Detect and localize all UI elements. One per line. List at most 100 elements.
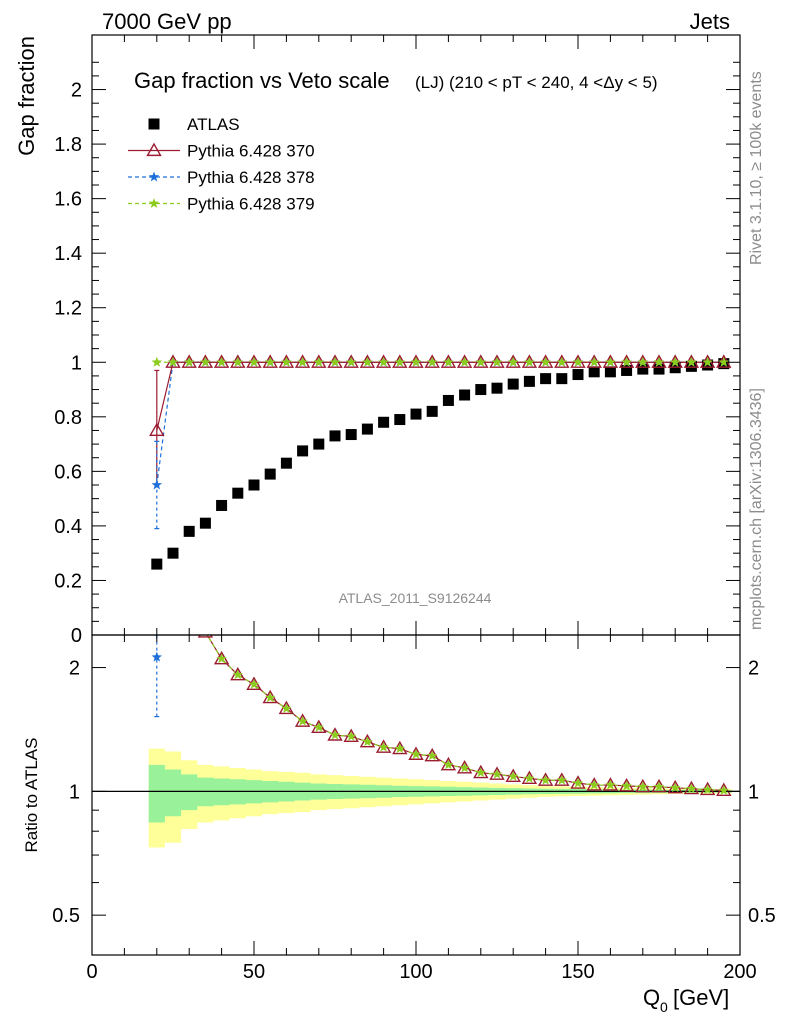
atlas-point [232, 487, 244, 499]
series-379-point [313, 356, 325, 367]
ratio-series-379-point [297, 715, 308, 726]
atlas-point [264, 468, 276, 480]
ratio-series-379-point [686, 783, 697, 794]
ratio-panel: 0.5 0.5 1 1 2 2 0 50 100 150 200 Ratio to ATLAS [22, 634, 776, 983]
legend-marker [146, 142, 162, 157]
y-tick-label: 1.4 [54, 243, 82, 265]
legend: ATLAS Pythia 6.428 370 Pythia 6.428 378 Pyt… [128, 115, 315, 214]
ratio-series-379-point [507, 770, 519, 781]
series-379-point [426, 356, 438, 367]
series-379-point [491, 356, 503, 367]
series-379-point [556, 356, 568, 367]
series-379-point [264, 356, 276, 367]
series-370-point [149, 422, 165, 437]
legend-label: Pythia 6.428 379 [187, 195, 315, 214]
x-axis-title-unit: [GeV] [673, 985, 729, 1010]
series-379-point [232, 356, 244, 367]
atlas-point [459, 389, 471, 401]
ratio-series-379-point [588, 779, 600, 790]
ratio-series-379-point [362, 736, 373, 747]
atlas-point [167, 547, 179, 559]
atlas-point [313, 438, 325, 450]
y-tick-label: 1.6 [54, 189, 82, 211]
series-379-point [183, 356, 195, 367]
ratio-y-tick-label: 1 [69, 781, 80, 803]
atlas-point [523, 375, 535, 387]
x-tick-label: 150 [561, 961, 594, 983]
atlas-point [637, 363, 649, 375]
atlas-point [604, 366, 616, 378]
rivet-version-label: Rivet 3.1.10, ≥ 100k events [748, 71, 765, 265]
main-panel: 0 0.2 0.4 0.6 0.8 1 1.2 1.4 1.6 1.8 2 Gap fraction… [14, 34, 741, 647]
series-379-point [378, 356, 389, 367]
series-379-point [653, 356, 665, 367]
atlas-point [442, 394, 454, 406]
ratio-series-378-point [151, 651, 163, 662]
series-379-point [329, 356, 341, 367]
ratio-series-379-point [459, 762, 470, 773]
y-tick-label: 0 [71, 625, 82, 647]
atlas-point [199, 517, 211, 529]
ratio-series-379-point [491, 768, 503, 779]
y-axis-title: Gap fraction [14, 36, 39, 156]
chart-subtitle: (LJ) (210 < pT < 240, 4 <Δy < 5) [415, 73, 658, 92]
x-axis-title-symbol: Q [643, 985, 660, 1010]
atlas-point [151, 558, 163, 570]
series-379-point [443, 356, 454, 367]
atlas-point [540, 373, 552, 385]
atlas-point [345, 429, 357, 441]
atlas-point [361, 423, 373, 435]
ratio-series-379-point [345, 730, 357, 741]
atlas-point [248, 479, 260, 491]
ratio-y-tick-label-right: 1 [748, 781, 759, 803]
ratio-series-379-point [669, 782, 681, 793]
legend-marker [148, 171, 160, 182]
atlas-point [475, 384, 487, 396]
series-379-point [216, 356, 227, 367]
series-379-point [686, 356, 697, 367]
series-379-point [475, 356, 487, 367]
legend-label: Pythia 6.428 370 [187, 142, 315, 161]
series-379-point [362, 356, 373, 367]
atlas-point [556, 373, 568, 385]
ratio-y-tick-label: 2 [69, 658, 80, 680]
ratio-series-379-point [702, 784, 713, 795]
atlas-point [572, 369, 584, 381]
series-379-point [151, 356, 163, 367]
ratio-series-379-point [475, 767, 487, 778]
atlas-point [621, 364, 633, 376]
atlas-point [394, 414, 406, 426]
atlas-point [216, 499, 228, 511]
header-energy-label: 7000 GeV pp [102, 9, 232, 34]
y-tick-label: 1 [71, 352, 82, 374]
ratio-stat-uncertainty-band [148, 764, 732, 823]
x-axis-title: Q 0 [GeV] [643, 985, 729, 1015]
series-379-point [572, 356, 584, 367]
atlas-point [702, 359, 714, 371]
chart-title: Gap fraction vs Veto scale [134, 68, 390, 93]
legend-label: ATLAS [187, 115, 240, 134]
series-378-point [151, 479, 163, 490]
analysis-id-label: ATLAS_2011_S9126244 [339, 590, 492, 606]
series-379-point [718, 356, 730, 367]
ratio-series-379-point [540, 774, 551, 785]
series-379-point [524, 356, 535, 367]
ratio-series-379-point [718, 784, 730, 795]
ratio-y-tick-label-right: 0.5 [748, 905, 776, 927]
series-379-point [394, 356, 406, 367]
atlas-point [588, 366, 600, 378]
y-tick-label: 1.8 [54, 134, 82, 156]
mcplots-reference-label: mcplots.cern.ch [arXiv:1306.3436] [748, 388, 765, 630]
atlas-point [183, 525, 195, 537]
series-379-point [459, 356, 470, 367]
series-379-point [167, 356, 179, 367]
legend-marker [148, 118, 160, 130]
ratio-series-379-point [313, 721, 325, 732]
series-379-point [281, 356, 292, 367]
atlas-point [410, 408, 422, 420]
x-tick-label: 0 [86, 961, 97, 983]
atlas-point [297, 445, 309, 457]
atlas-point [491, 382, 503, 394]
header-process-label: Jets [690, 9, 730, 34]
